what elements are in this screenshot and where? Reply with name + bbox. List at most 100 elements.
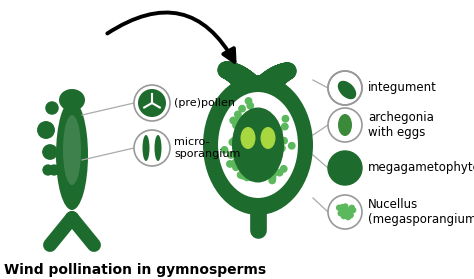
Circle shape <box>222 63 240 81</box>
Circle shape <box>219 62 235 78</box>
Circle shape <box>247 164 254 170</box>
Circle shape <box>229 139 236 145</box>
Circle shape <box>237 117 243 123</box>
Circle shape <box>224 64 243 82</box>
Circle shape <box>351 208 356 213</box>
Circle shape <box>230 67 251 88</box>
Circle shape <box>138 89 166 117</box>
Circle shape <box>226 64 245 84</box>
Circle shape <box>272 157 278 163</box>
Circle shape <box>350 207 355 212</box>
Circle shape <box>248 174 255 181</box>
Circle shape <box>246 161 252 167</box>
Circle shape <box>257 72 281 96</box>
Text: megagametophyte: megagametophyte <box>368 162 474 174</box>
Ellipse shape <box>232 107 284 182</box>
Ellipse shape <box>143 135 149 161</box>
Circle shape <box>254 173 260 180</box>
FancyArrowPatch shape <box>107 13 235 62</box>
Circle shape <box>276 169 283 176</box>
Ellipse shape <box>261 127 275 149</box>
Circle shape <box>232 69 254 91</box>
Circle shape <box>234 71 257 93</box>
Circle shape <box>263 172 269 178</box>
Circle shape <box>219 62 236 79</box>
Circle shape <box>273 64 292 82</box>
Circle shape <box>258 72 281 95</box>
Circle shape <box>276 128 282 134</box>
Circle shape <box>219 62 236 79</box>
Circle shape <box>264 68 285 90</box>
Circle shape <box>240 173 246 179</box>
Circle shape <box>342 208 347 213</box>
Circle shape <box>230 138 237 144</box>
Circle shape <box>245 147 251 154</box>
Circle shape <box>236 145 242 151</box>
Circle shape <box>225 64 245 83</box>
Circle shape <box>239 105 245 112</box>
Circle shape <box>222 63 240 81</box>
Circle shape <box>256 166 262 172</box>
Circle shape <box>261 129 267 135</box>
Circle shape <box>265 68 286 88</box>
Circle shape <box>247 166 253 172</box>
Circle shape <box>264 68 285 89</box>
Circle shape <box>232 159 238 166</box>
Circle shape <box>225 64 244 83</box>
Circle shape <box>264 68 285 89</box>
Circle shape <box>343 204 348 209</box>
Circle shape <box>275 132 282 138</box>
Circle shape <box>245 157 252 163</box>
Circle shape <box>225 64 244 83</box>
Circle shape <box>281 166 287 172</box>
Circle shape <box>282 123 288 130</box>
Circle shape <box>282 116 289 122</box>
Circle shape <box>281 138 287 144</box>
Ellipse shape <box>59 89 85 111</box>
Circle shape <box>235 111 241 117</box>
Circle shape <box>260 70 283 93</box>
Circle shape <box>260 70 283 93</box>
Circle shape <box>280 63 296 79</box>
Circle shape <box>220 62 237 79</box>
Circle shape <box>43 165 53 175</box>
Circle shape <box>218 62 234 78</box>
Circle shape <box>228 65 248 86</box>
Ellipse shape <box>217 91 299 199</box>
Circle shape <box>231 68 253 90</box>
Circle shape <box>235 72 259 96</box>
Circle shape <box>270 171 276 177</box>
Circle shape <box>268 66 288 86</box>
Circle shape <box>43 145 57 159</box>
Circle shape <box>267 66 288 86</box>
Circle shape <box>337 205 342 210</box>
Circle shape <box>263 69 284 91</box>
Ellipse shape <box>56 100 88 210</box>
Circle shape <box>341 209 346 214</box>
Circle shape <box>243 114 250 120</box>
Circle shape <box>273 64 291 83</box>
Circle shape <box>233 151 239 158</box>
Text: integument: integument <box>368 81 437 95</box>
Circle shape <box>349 206 355 211</box>
Circle shape <box>280 63 296 79</box>
Circle shape <box>236 73 260 97</box>
Circle shape <box>228 66 249 87</box>
Circle shape <box>269 154 275 161</box>
Circle shape <box>235 72 258 95</box>
Circle shape <box>272 65 291 83</box>
Circle shape <box>228 152 234 158</box>
Circle shape <box>261 70 283 92</box>
Circle shape <box>349 205 355 210</box>
Circle shape <box>224 63 242 82</box>
Circle shape <box>227 65 247 85</box>
Circle shape <box>265 67 286 88</box>
Circle shape <box>243 168 249 175</box>
Circle shape <box>270 65 290 85</box>
Circle shape <box>279 63 295 80</box>
Ellipse shape <box>155 135 162 161</box>
Circle shape <box>134 85 170 121</box>
Circle shape <box>235 154 242 160</box>
Circle shape <box>263 69 284 90</box>
Circle shape <box>232 68 254 90</box>
